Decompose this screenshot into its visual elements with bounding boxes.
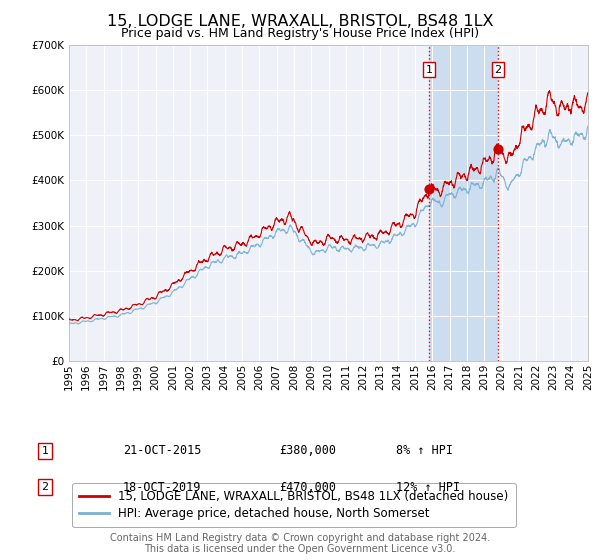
Text: 1: 1 <box>41 446 49 456</box>
Text: £470,000: £470,000 <box>279 480 336 494</box>
Text: 21-OCT-2015: 21-OCT-2015 <box>123 444 202 458</box>
Text: 12% ↑ HPI: 12% ↑ HPI <box>396 480 460 494</box>
Text: 18-OCT-2019: 18-OCT-2019 <box>123 480 202 494</box>
Text: Price paid vs. HM Land Registry's House Price Index (HPI): Price paid vs. HM Land Registry's House … <box>121 27 479 40</box>
Text: 1: 1 <box>425 64 433 74</box>
Point <box>493 144 503 153</box>
Text: 2: 2 <box>41 482 49 492</box>
Point <box>424 185 434 194</box>
Text: 15, LODGE LANE, WRAXALL, BRISTOL, BS48 1LX: 15, LODGE LANE, WRAXALL, BRISTOL, BS48 1… <box>107 14 493 29</box>
Text: £380,000: £380,000 <box>279 444 336 458</box>
Text: 2: 2 <box>494 64 502 74</box>
Text: Contains HM Land Registry data © Crown copyright and database right 2024.
This d: Contains HM Land Registry data © Crown c… <box>110 533 490 554</box>
Text: 8% ↑ HPI: 8% ↑ HPI <box>396 444 453 458</box>
Bar <box>429 45 498 361</box>
Legend: 15, LODGE LANE, WRAXALL, BRISTOL, BS48 1LX (detached house), HPI: Average price,: 15, LODGE LANE, WRAXALL, BRISTOL, BS48 1… <box>73 483 515 528</box>
